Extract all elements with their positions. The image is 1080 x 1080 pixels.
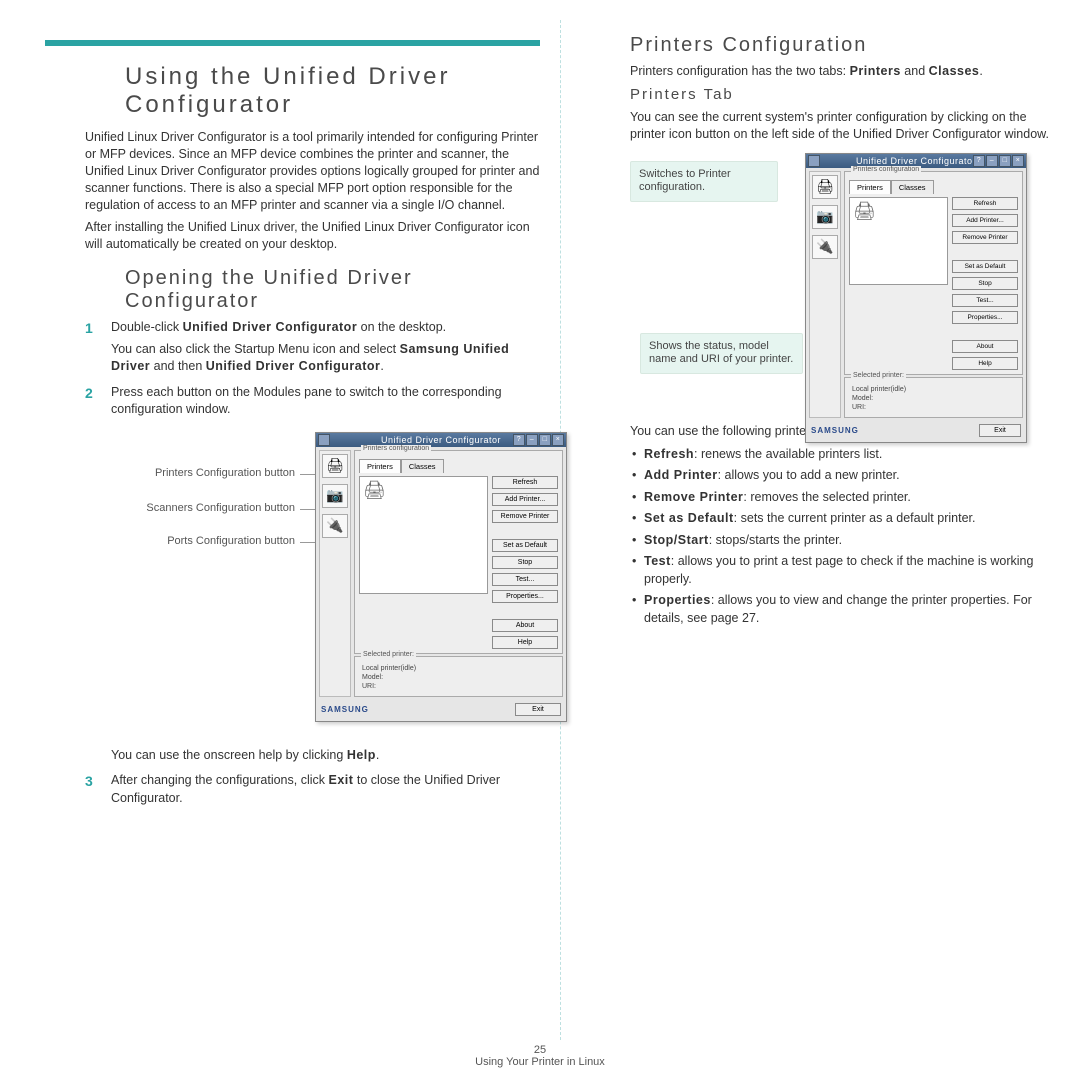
set-default-button[interactable]: Set as Default: [952, 260, 1018, 273]
printers-tab-desc: You can see the current system's printer…: [630, 109, 1060, 143]
configurator-screenshot: Printers Configuration button Scanners C…: [105, 427, 543, 717]
tab-classes[interactable]: Classes: [401, 459, 444, 473]
page-title: Using the Unified Driver Configurator: [125, 63, 543, 119]
selected-printer-label: Selected printer:: [851, 372, 906, 379]
page-footer: 25 Using Your Printer in Linux: [0, 1044, 1080, 1068]
close-button[interactable]: ×: [1012, 155, 1024, 167]
system-menu-icon[interactable]: [318, 434, 330, 446]
right-column: Printers Configuration Printers configur…: [630, 20, 1060, 631]
modules-sidebar: 🖨 📷 🔌: [319, 450, 351, 697]
footer-caption: Using Your Printer in Linux: [0, 1056, 1080, 1068]
help-button[interactable]: Help: [952, 357, 1018, 370]
stop-button[interactable]: Stop: [952, 277, 1018, 290]
control-buttons-list: Refresh: renews the available printers l…: [630, 446, 1060, 628]
exit-button[interactable]: Exit: [515, 703, 561, 716]
maximize-button[interactable]: □: [539, 434, 551, 446]
minimize-button[interactable]: –: [986, 155, 998, 167]
label-scanners-config: Scanners Configuration button: [65, 502, 295, 514]
printers-module-button[interactable]: 🖨: [322, 454, 348, 478]
tab-printers[interactable]: Printers: [849, 180, 891, 194]
action-buttons-column: Refresh Add Printer... Remove Printer Se…: [492, 476, 558, 649]
intro-paragraph-1: Unified Linux Driver Configurator is a t…: [85, 129, 543, 213]
window-title-bar: Unified Driver Configurator ? – □ ×: [316, 433, 566, 447]
printer-icon: 🖨: [853, 201, 876, 222]
ports-module-button[interactable]: 🔌: [812, 235, 838, 259]
tab-printers[interactable]: Printers: [359, 459, 401, 473]
app-window-small: Unified Driver Configurator ? – □ × 🖨 📷 …: [805, 153, 1027, 443]
intro-paragraph-2: After installing the Unified Linux drive…: [85, 219, 543, 253]
add-printer-button[interactable]: Add Printer...: [492, 493, 558, 506]
section-opening-title: Opening the Unified Driver Configurator: [125, 267, 543, 313]
minimize-icon[interactable]: ?: [973, 155, 985, 167]
label-ports-config: Ports Configuration button: [65, 535, 295, 547]
action-buttons-column: Refresh Add Printer... Remove Printer Se…: [952, 197, 1018, 370]
help-note: You can use the onscreen help by clickin…: [85, 747, 543, 765]
list-item: Add Printer: allows you to add a new pri…: [630, 467, 1060, 485]
list-item: Properties: allows you to view and chang…: [630, 592, 1060, 627]
teal-accent-bar: [45, 40, 540, 46]
samsung-logo: SAMSUNG: [321, 705, 369, 714]
printers-listbox[interactable]: 🖨: [359, 476, 488, 594]
step-2: 2 Press each button on the Modules pane …: [85, 384, 543, 419]
list-item: Test: allows you to print a test page to…: [630, 553, 1060, 588]
about-button[interactable]: About: [952, 340, 1018, 353]
app-window: Unified Driver Configurator ? – □ × 🖨 📷 …: [315, 432, 567, 722]
printers-listbox[interactable]: 🖨: [849, 197, 948, 285]
list-item: Remove Printer: removes the selected pri…: [630, 489, 1060, 507]
properties-button[interactable]: Properties...: [492, 590, 558, 603]
step-number: 3: [85, 772, 93, 792]
remove-printer-button[interactable]: Remove Printer: [952, 231, 1018, 244]
properties-button[interactable]: Properties...: [952, 311, 1018, 324]
window-title: Unified Driver Configurator: [381, 435, 501, 445]
scanners-module-button[interactable]: 📷: [322, 484, 348, 508]
help-button[interactable]: Help: [492, 636, 558, 649]
system-menu-icon[interactable]: [808, 155, 820, 167]
group-title: Printers configuration: [851, 166, 921, 173]
printers-tab-screenshot: Switches to Printer configuration. Shows…: [630, 153, 1060, 413]
selected-printer-info: Local printer(idle) Model: URI:: [849, 382, 1018, 413]
callout-switch-printer: Switches to Printer configuration.: [630, 161, 778, 203]
ports-module-button[interactable]: 🔌: [322, 514, 348, 538]
steps-list-continued: You can use the onscreen help by clickin…: [85, 747, 543, 808]
left-column: Using the Unified Driver Configurator Un…: [45, 55, 543, 815]
selected-printer-info: Local printer(idle) Model: URI:: [359, 661, 558, 692]
refresh-button[interactable]: Refresh: [952, 197, 1018, 210]
group-title: Printers configuration: [361, 445, 431, 452]
printers-config-title: Printers Configuration: [630, 34, 1060, 57]
maximize-button[interactable]: □: [999, 155, 1011, 167]
remove-printer-button[interactable]: Remove Printer: [492, 510, 558, 523]
test-button[interactable]: Test...: [952, 294, 1018, 307]
step-number: 2: [85, 384, 93, 404]
stop-button[interactable]: Stop: [492, 556, 558, 569]
list-item: Set as Default: sets the current printer…: [630, 510, 1060, 528]
steps-list: 1 Double-click Unified Driver Configurat…: [85, 319, 543, 419]
close-button[interactable]: ×: [552, 434, 564, 446]
tab-classes[interactable]: Classes: [891, 180, 934, 194]
exit-button[interactable]: Exit: [979, 424, 1021, 437]
step-number: 1: [85, 319, 93, 339]
minimize-button[interactable]: –: [526, 434, 538, 446]
scanners-module-button[interactable]: 📷: [812, 205, 838, 229]
list-item: Stop/Start: stops/starts the printer.: [630, 532, 1060, 550]
step-3: 3 After changing the configurations, cli…: [85, 772, 543, 807]
step-1: 1 Double-click Unified Driver Configurat…: [85, 319, 543, 376]
printers-module-button[interactable]: 🖨: [812, 175, 838, 199]
printers-config-intro: Printers configuration has the two tabs:…: [630, 63, 1060, 80]
page-number: 25: [0, 1044, 1080, 1056]
refresh-button[interactable]: Refresh: [492, 476, 558, 489]
set-default-button[interactable]: Set as Default: [492, 539, 558, 552]
list-item: Refresh: renews the available printers l…: [630, 446, 1060, 464]
about-button[interactable]: About: [492, 619, 558, 632]
minimize-icon[interactable]: ?: [513, 434, 525, 446]
selected-printer-label: Selected printer:: [361, 651, 416, 658]
add-printer-button[interactable]: Add Printer...: [952, 214, 1018, 227]
printers-tab-title: Printers Tab: [630, 86, 1060, 103]
label-printers-config: Printers Configuration button: [65, 467, 295, 479]
callout-shows-status: Shows the status, model name and URI of …: [640, 333, 803, 375]
printer-icon: 🖨: [363, 480, 386, 501]
window-title: Unified Driver Configurator: [856, 156, 976, 166]
modules-sidebar: 🖨 📷 🔌: [809, 171, 841, 418]
test-button[interactable]: Test...: [492, 573, 558, 586]
samsung-logo: SAMSUNG: [811, 426, 859, 435]
